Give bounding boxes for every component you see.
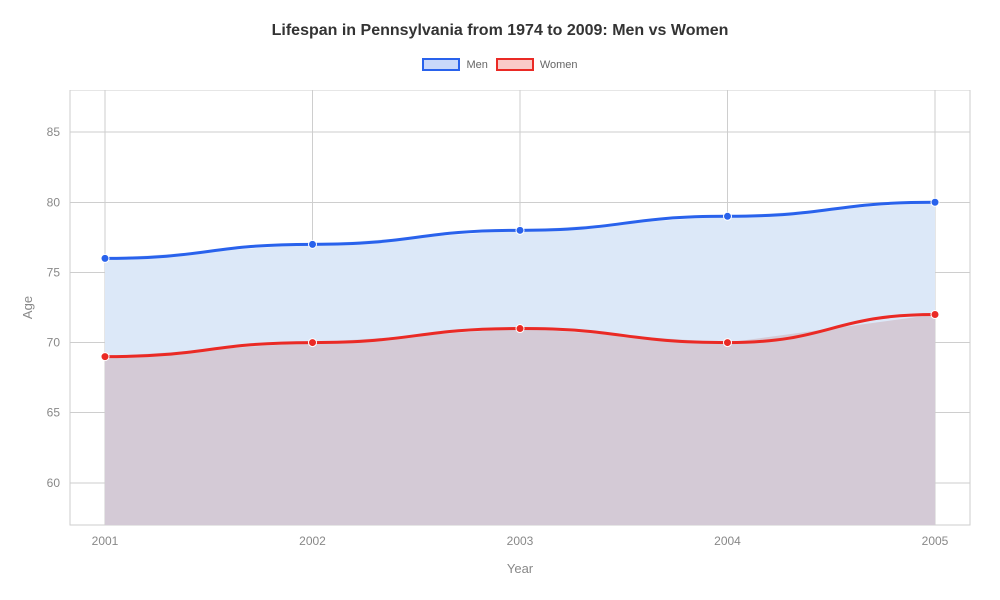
legend-item-women: Women [496, 58, 578, 71]
chart-container: Lifespan in Pennsylvania from 1974 to 20… [0, 0, 1000, 600]
data-point [101, 254, 109, 262]
data-point [516, 226, 524, 234]
chart-title: Lifespan in Pennsylvania from 1974 to 20… [0, 22, 1000, 40]
y-tick-label: 60 [47, 476, 61, 490]
data-point [309, 339, 317, 347]
legend-label-men: Men [466, 59, 487, 71]
y-axis-label: Age [20, 296, 35, 319]
x-tick-label: 2002 [299, 534, 326, 548]
data-point [101, 353, 109, 361]
y-tick-label: 75 [47, 265, 61, 279]
data-point [931, 311, 939, 319]
y-tick-label: 80 [47, 195, 61, 209]
y-tick-label: 85 [47, 125, 61, 139]
data-point [309, 240, 317, 248]
legend: Men Women [0, 58, 1000, 71]
x-tick-label: 2001 [92, 534, 119, 548]
legend-swatch-women [496, 58, 534, 71]
data-point [516, 325, 524, 333]
x-axis-label: Year [507, 561, 534, 576]
y-tick-label: 70 [47, 336, 61, 350]
legend-label-women: Women [540, 59, 578, 71]
x-tick-label: 2005 [922, 534, 949, 548]
y-tick-label: 65 [47, 406, 61, 420]
x-tick-label: 2003 [507, 534, 534, 548]
data-point [724, 212, 732, 220]
x-tick-label: 2004 [714, 534, 741, 548]
plot-area: 60 65 70 75 80 85 2001 2002 2003 2004 2005 Age Year [20, 90, 980, 595]
data-point [931, 198, 939, 206]
legend-item-men: Men [422, 58, 487, 71]
legend-swatch-men [422, 58, 460, 71]
data-point [724, 339, 732, 347]
